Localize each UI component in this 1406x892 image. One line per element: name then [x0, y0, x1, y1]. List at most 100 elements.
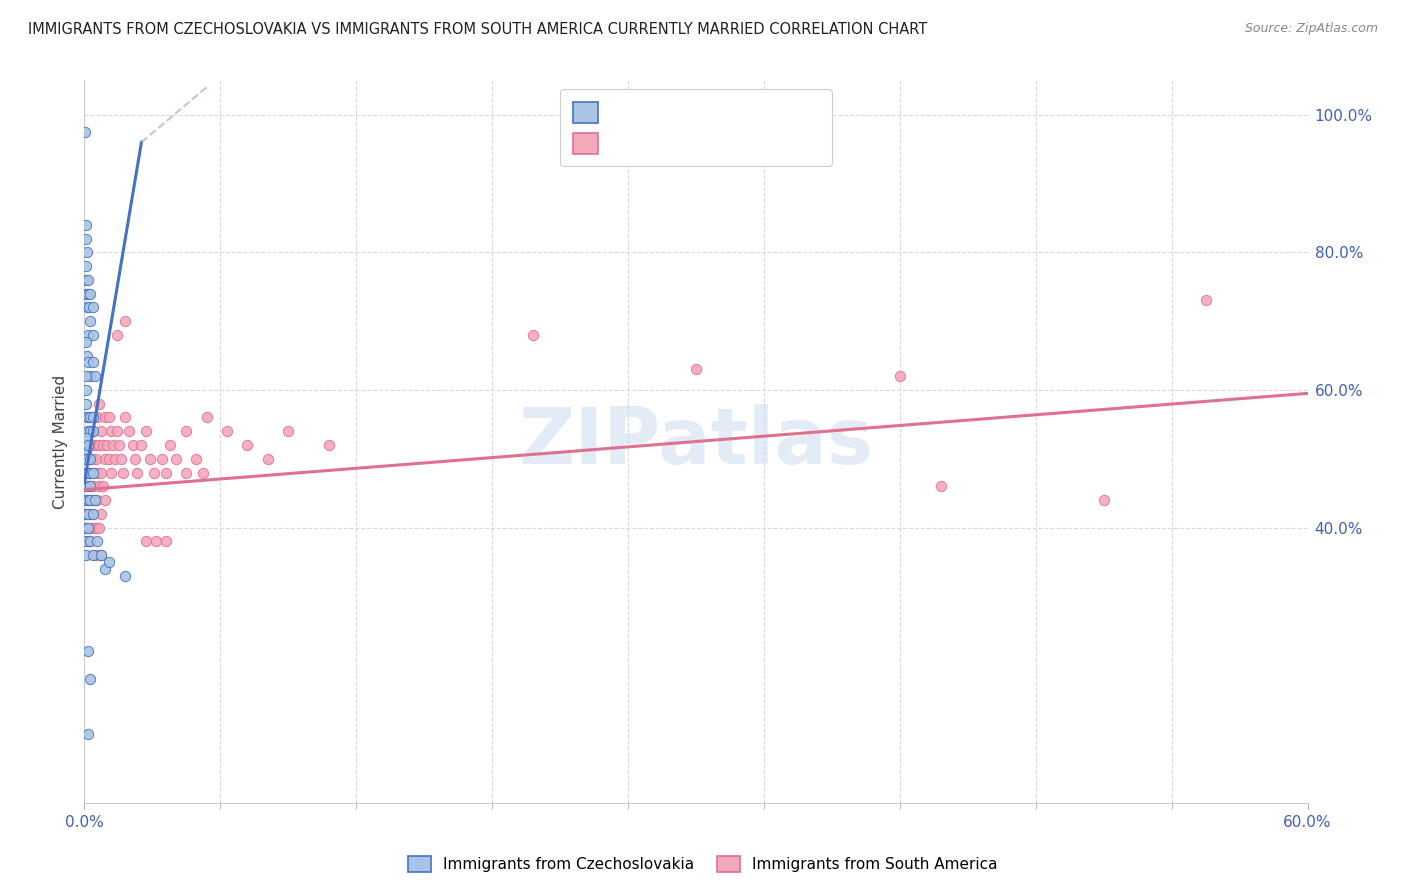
Point	[77, 493, 100, 508]
Point	[77, 727, 100, 741]
Point	[75, 369, 97, 384]
Point	[87, 520, 110, 534]
Point	[79, 493, 101, 508]
Legend: Immigrants from Czechoslovakia, Immigrants from South America: Immigrants from Czechoslovakia, Immigran…	[401, 848, 1005, 880]
Point	[79, 493, 101, 508]
Point	[77, 479, 100, 493]
Point	[91, 438, 114, 452]
Point	[127, 466, 149, 480]
Point	[91, 479, 114, 493]
Point	[77, 424, 100, 438]
Text: R =: R =	[620, 130, 659, 149]
Point	[79, 286, 101, 301]
Point	[76, 410, 98, 425]
Point	[75, 493, 97, 508]
Point	[77, 534, 100, 549]
Point	[165, 451, 187, 466]
Point	[90, 466, 112, 480]
Point	[97, 555, 120, 569]
Point	[217, 424, 239, 438]
Point	[82, 424, 104, 438]
Point	[100, 424, 122, 438]
Point	[685, 362, 707, 376]
Point	[77, 466, 100, 480]
Point	[79, 534, 101, 549]
Point	[77, 424, 100, 438]
Legend:                                     ,                                     : ,	[560, 89, 832, 166]
Point	[75, 397, 97, 411]
Point	[87, 438, 110, 452]
Point	[90, 548, 112, 562]
Point	[110, 451, 132, 466]
Point	[112, 466, 135, 480]
Text: Source: ZipAtlas.com: Source: ZipAtlas.com	[1244, 22, 1378, 36]
Point	[77, 520, 100, 534]
Point	[77, 410, 100, 425]
Point	[77, 327, 100, 342]
Point	[186, 451, 208, 466]
Text: IMMIGRANTS FROM CZECHOSLOVAKIA VS IMMIGRANTS FROM SOUTH AMERICA CURRENTLY MARRIE: IMMIGRANTS FROM CZECHOSLOVAKIA VS IMMIGR…	[28, 22, 928, 37]
Point	[79, 424, 101, 438]
Point	[77, 273, 100, 287]
Point	[105, 424, 128, 438]
Point	[87, 479, 110, 493]
Point	[104, 451, 127, 466]
Point	[77, 438, 100, 452]
Point	[77, 451, 100, 466]
Point	[191, 466, 214, 480]
Point	[75, 125, 97, 139]
Point	[75, 534, 97, 549]
Point	[79, 314, 101, 328]
Point	[77, 507, 100, 521]
Point	[77, 438, 100, 452]
Point	[124, 451, 146, 466]
Point	[75, 451, 97, 466]
Point	[75, 479, 97, 493]
Point	[79, 507, 101, 521]
Point	[83, 493, 105, 508]
Point	[79, 534, 101, 549]
Text: 0.438: 0.438	[657, 130, 714, 149]
Point	[84, 451, 107, 466]
Point	[77, 520, 100, 534]
Point	[135, 534, 157, 549]
Point	[83, 520, 105, 534]
Point	[79, 410, 101, 425]
Point	[75, 231, 97, 245]
Point	[77, 466, 100, 480]
Point	[82, 424, 104, 438]
Point	[522, 327, 544, 342]
Point	[83, 410, 105, 425]
Text: N =: N =	[706, 99, 758, 117]
Text: ZIPatlas: ZIPatlas	[519, 403, 873, 480]
Point	[77, 286, 100, 301]
Point	[82, 355, 104, 369]
Point	[75, 286, 97, 301]
Point	[114, 410, 136, 425]
Point	[82, 466, 104, 480]
Point	[82, 520, 104, 534]
Point	[75, 548, 97, 562]
Point	[86, 438, 108, 452]
Point	[929, 479, 952, 493]
Point	[75, 438, 97, 452]
Point	[82, 301, 104, 315]
Point	[83, 438, 105, 452]
Point	[195, 410, 218, 425]
Point	[100, 466, 122, 480]
Point	[75, 445, 97, 459]
Point	[90, 548, 112, 562]
Point	[75, 507, 97, 521]
Point	[83, 410, 105, 425]
Point	[75, 334, 97, 349]
Point	[90, 424, 112, 438]
Point	[76, 451, 98, 466]
Point	[79, 520, 101, 534]
Point	[105, 327, 128, 342]
Point	[93, 410, 115, 425]
Point	[159, 438, 181, 452]
Point	[1195, 293, 1218, 308]
Point	[318, 438, 340, 452]
Point	[131, 438, 153, 452]
Point	[155, 534, 177, 549]
